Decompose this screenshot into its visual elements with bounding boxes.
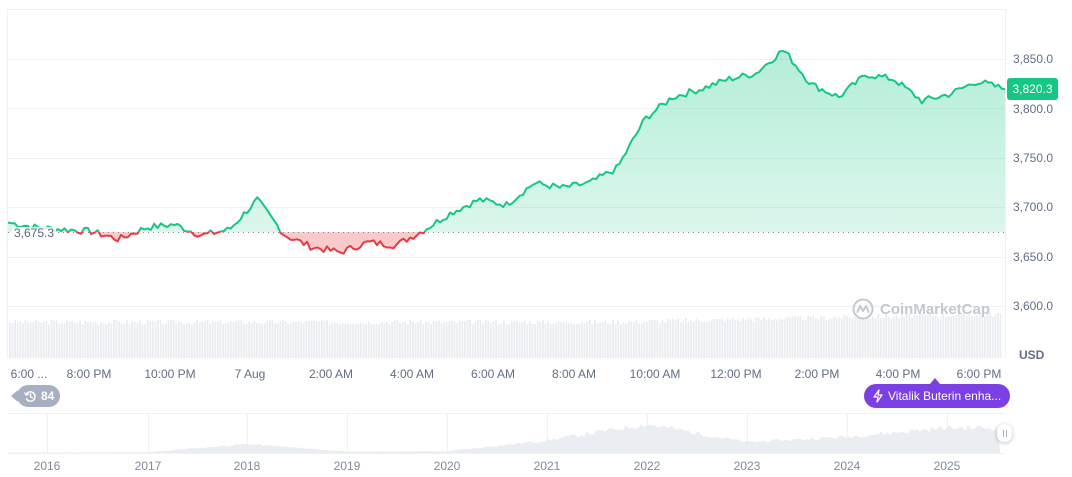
year-tick-label: 2022 <box>633 459 661 473</box>
navigator[interactable] <box>8 413 1005 454</box>
x-tick-label: 4:00 AM <box>389 367 435 381</box>
history-clock-icon <box>24 390 36 402</box>
lightning-icon <box>873 389 883 403</box>
year-tick-label: 2024 <box>833 459 861 473</box>
history-events-button[interactable]: 84 <box>10 385 61 407</box>
coinmarketcap-logo-icon <box>852 298 874 320</box>
plot-frame <box>7 9 1006 358</box>
x-tick-label: 6:00 AM <box>470 367 516 381</box>
price-line-up[interactable] <box>7 49 1005 254</box>
year-tick-label: 2017 <box>134 459 162 473</box>
year-tick-label: 2020 <box>433 459 461 473</box>
drag-handle-icon-bar <box>1005 429 1007 437</box>
y-tick-label: 3,800.0 <box>1013 102 1054 116</box>
price-area-up <box>8 50 1005 232</box>
year-tick-label: 2019 <box>333 459 361 473</box>
y-tick-label: 3,850.0 <box>1013 52 1054 66</box>
price-area-down <box>8 232 1005 254</box>
year-tick-label: 2018 <box>233 459 261 473</box>
x-tick-label: 4:00 PM <box>875 367 921 381</box>
year-tick-label: 2016 <box>33 459 61 473</box>
x-tick-label: 7 Aug <box>234 367 266 381</box>
x-tick-label: 10:00 PM <box>144 367 196 381</box>
x-tick-label: 10:00 AM <box>629 367 681 381</box>
x-tick-label: 6:00 ... <box>10 367 48 381</box>
coinmarketcap-watermark: CoinMarketCap <box>852 298 990 320</box>
y-tick-label: 3,650.0 <box>1013 250 1054 264</box>
current-price-badge: 3,820.3 <box>1007 78 1058 100</box>
x-tick-label: 8:00 AM <box>551 367 597 381</box>
x-tick-label: 2:00 AM <box>308 367 354 381</box>
x-tick-label: 8:00 PM <box>66 367 112 381</box>
watermark-text: CoinMarketCap <box>880 300 991 318</box>
year-tick-label: 2025 <box>933 459 961 473</box>
x-tick-label: 6:00 PM <box>956 367 1002 381</box>
y-tick-label: 3,600.0 <box>1013 299 1054 313</box>
drag-handle-icon <box>1002 429 1004 437</box>
year-tick-label: 2021 <box>533 459 561 473</box>
x-tick-label: 2:00 PM <box>794 367 840 381</box>
news-event-label: Vitalik Buterin enha... <box>888 389 1002 403</box>
y-tick-label: 3,750.0 <box>1013 151 1054 165</box>
navigator-drag-handle[interactable] <box>997 424 1012 442</box>
x-tick-label: 12:00 PM <box>710 367 762 381</box>
volume-bars <box>9 312 1002 358</box>
news-event-badge[interactable]: Vitalik Buterin enha... <box>864 378 1011 408</box>
year-tick-label: 2023 <box>733 459 761 473</box>
baseline-price-label: 3,675.3 <box>12 226 57 240</box>
currency-label: USD <box>1019 348 1045 362</box>
y-tick-label: 3,700.0 <box>1013 200 1054 214</box>
history-count: 84 <box>41 389 55 403</box>
